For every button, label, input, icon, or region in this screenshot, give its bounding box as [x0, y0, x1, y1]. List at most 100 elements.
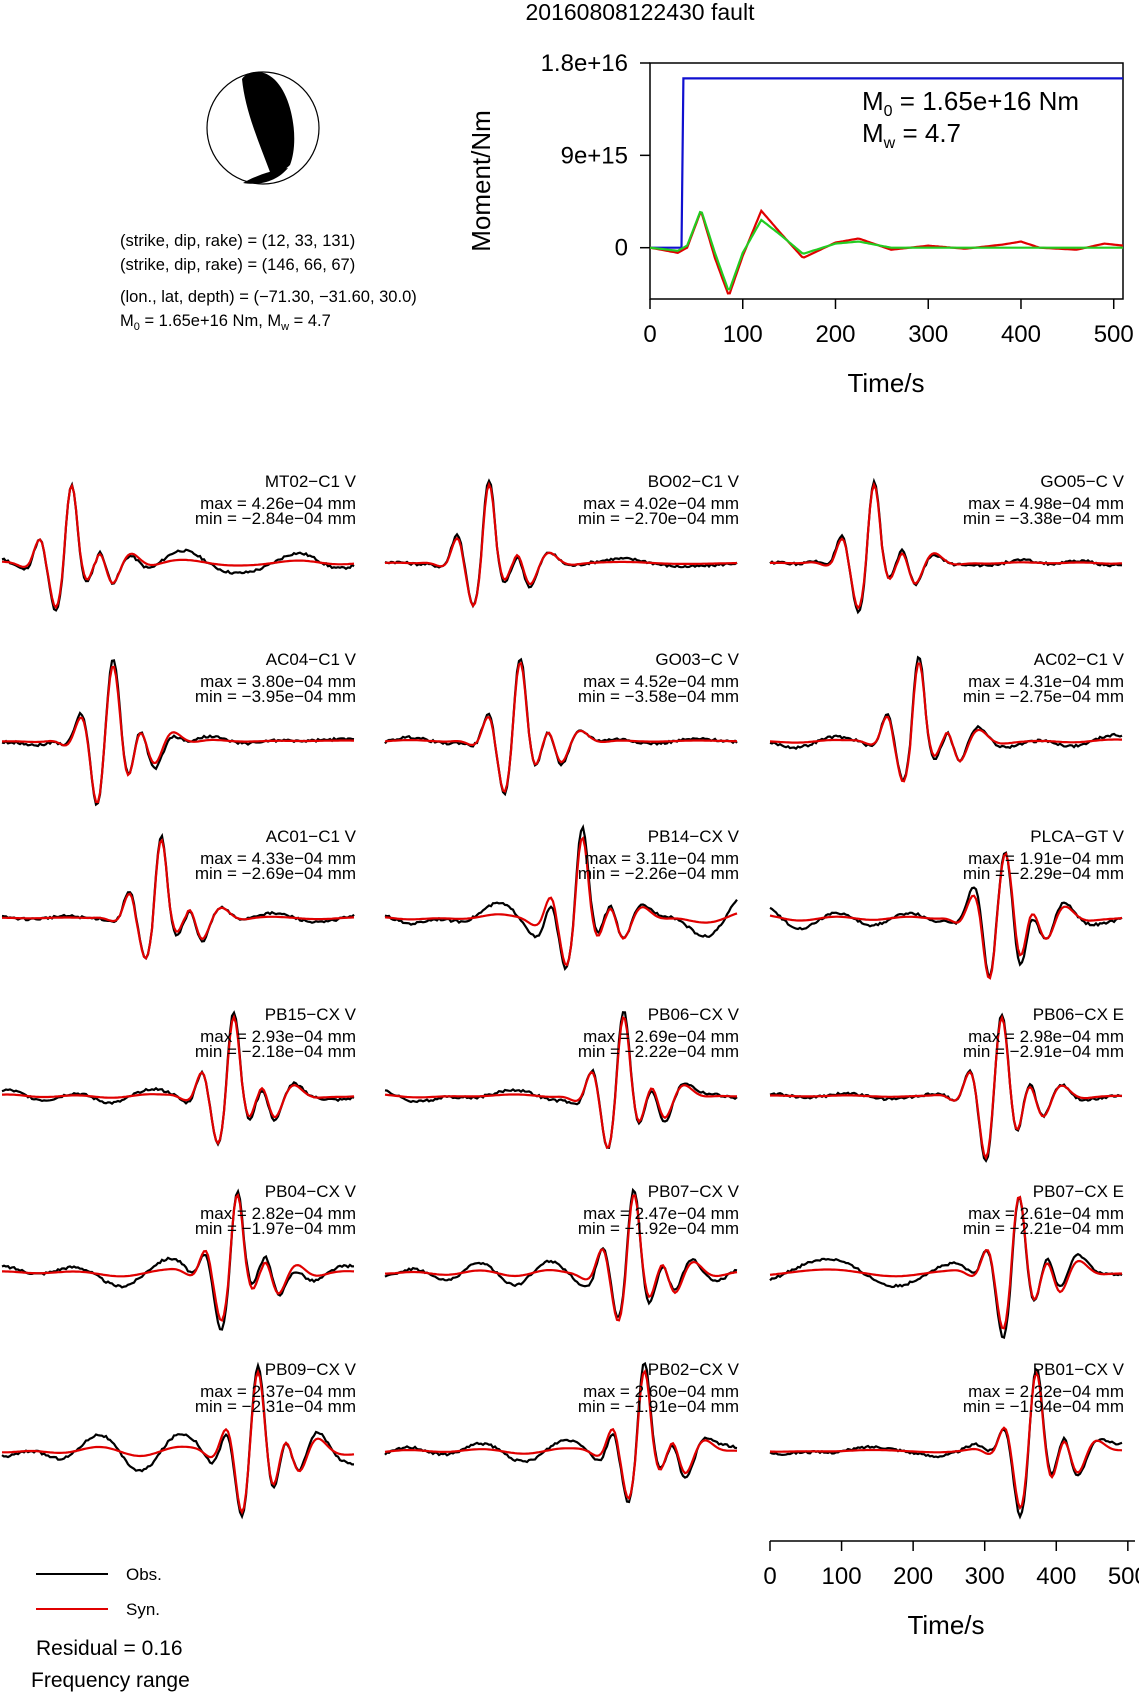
station-name: AC01−C1 V — [266, 827, 357, 846]
station-min: min = −1.91e−04 mm — [578, 1397, 739, 1416]
station-min: min = −3.38e−04 mm — [963, 509, 1124, 528]
moment-panel: 1.8e+16 9e+15 0 0 100 200 300 400 500 Moment/Nm… — [466, 50, 1134, 398]
moment-m0-sub: 0 — [884, 103, 893, 120]
station-min: min = −3.58e−04 mm — [578, 687, 739, 706]
synthetic-trace — [2, 665, 354, 804]
station-max: max = 2.69e−04 mm — [583, 1027, 739, 1046]
moment-m0-base: M — [862, 86, 884, 116]
synthetic-trace — [384, 1015, 737, 1150]
synthetic-trace — [384, 836, 738, 967]
synthetic-trace — [769, 852, 1123, 980]
station-name: GO03−C V — [655, 650, 739, 669]
synthetic-trace — [1, 482, 355, 610]
station-min: min = −2.18e−04 mm — [195, 1042, 356, 1061]
station-max: max = 2.98e−04 mm — [968, 1027, 1124, 1046]
station-min: min = −2.69e−04 mm — [195, 864, 356, 883]
figure-title: 20160808122430 fault — [526, 0, 756, 25]
station-name: GO05−C V — [1040, 472, 1124, 491]
station-min: min = −1.97e−04 mm — [195, 1219, 356, 1238]
mechanism-moment-sub: 0 — [134, 321, 140, 333]
waveform-time-ticks: 0 100 200 300 400 500 — [763, 1541, 1139, 1590]
station-min: min = −2.75e−04 mm — [963, 687, 1124, 706]
station-min: min = −2.29e−04 mm — [963, 864, 1124, 883]
frequency-range-label: Frequency range — [31, 1669, 190, 1692]
mechanism-plane2: (strike, dip, rake) = (146, 66, 67) — [120, 256, 355, 274]
station-min: min = −1.94e−04 mm — [963, 1397, 1124, 1416]
station-max: max = 2.82e−04 mm — [200, 1204, 356, 1223]
station-max: max = 2.60e−04 mm — [583, 1382, 739, 1401]
station-min: min = −2.31e−04 mm — [195, 1397, 356, 1416]
moment-m0-rest: = 1.65e+16 Nm — [893, 86, 1079, 116]
station-max: max = 1.91e−04 mm — [968, 849, 1124, 868]
moment-mw-base: M — [862, 118, 884, 148]
waveform-xtick-label: 0 — [763, 1563, 776, 1590]
mechanism-moment: M0 = 1.65e+16 Nm, Mw = 4.7 — [120, 312, 331, 333]
station-min: min = −1.92e−04 mm — [578, 1219, 739, 1238]
station-name: PLCA−GT V — [1030, 827, 1124, 846]
moment-mw-sub: w — [883, 135, 896, 152]
station-max: max = 4.52e−04 mm — [583, 672, 739, 691]
legend: Obs. Syn. — [36, 1565, 162, 1619]
beachball-compressional-quadrant — [242, 71, 295, 173]
mechanism-mw-sub: w — [280, 321, 289, 333]
moment-mw-annotation: Mw = 4.7 — [862, 118, 961, 152]
mechanism-plane1: (strike, dip, rake) = (12, 33, 131) — [120, 232, 355, 250]
station-max: max = 2.47e−04 mm — [583, 1204, 739, 1223]
station-max: max = 4.31e−04 mm — [968, 672, 1124, 691]
station-max: max = 2.93e−04 mm — [200, 1027, 356, 1046]
station-name: BO02−C1 V — [648, 472, 740, 491]
station-max: max = 3.80e−04 mm — [200, 672, 356, 691]
moment-xtick-label: 100 — [723, 321, 763, 348]
focal-mechanism-beachball — [206, 71, 320, 185]
station-name: PB04−CX V — [265, 1182, 357, 1201]
station-min: min = −2.26e−04 mm — [578, 864, 739, 883]
moment-y-axis: 1.8e+16 9e+15 0 — [541, 50, 650, 262]
synthetic-trace — [384, 1369, 738, 1500]
station-max: max = 4.02e−04 mm — [583, 494, 739, 513]
legend-syn-label: Syn. — [126, 1600, 160, 1619]
moment-rate-red-line — [649, 208, 1124, 295]
synthetic-trace — [769, 1195, 1123, 1330]
station-name: AC04−C1 V — [266, 650, 357, 669]
waveform-xlabel: Time/s — [907, 1610, 984, 1640]
observed-trace — [769, 1195, 1123, 1339]
moment-mw-rest: = 4.7 — [895, 118, 961, 148]
station-name: PB07−CX E — [1033, 1182, 1124, 1201]
synthetic-trace — [770, 1014, 1122, 1161]
moment-plot-frame — [649, 62, 1124, 300]
synthetic-trace — [769, 1370, 1123, 1511]
station-name: PB14−CX V — [648, 827, 740, 846]
waveform-time-axis: 0 100 200 300 400 500 Time/s — [763, 1540, 1139, 1640]
legend-obs-label: Obs. — [126, 1565, 162, 1584]
synthetic-trace — [770, 481, 1123, 610]
observed-trace — [769, 851, 1123, 980]
cumulative-moment-line — [650, 77, 1123, 249]
moment-x-axis: 0 100 200 300 400 500 — [643, 299, 1134, 348]
station-max: max = 4.98e−04 mm — [968, 494, 1124, 513]
station-min: min = −2.70e−04 mm — [578, 509, 739, 528]
moment-xtick-label: 300 — [908, 321, 948, 348]
waveform-xtick-label: 100 — [822, 1563, 862, 1590]
beachball-compressional-lower — [243, 168, 288, 184]
waveform-xtick-label: 200 — [893, 1563, 933, 1590]
synthetic-trace — [2, 1013, 355, 1146]
station-min: min = −3.95e−04 mm — [195, 687, 356, 706]
moment-xtick-label: 0 — [643, 321, 656, 348]
station-name: PB02−CX V — [648, 1360, 740, 1379]
synthetic-trace — [769, 662, 1122, 783]
moment-ytick-label: 0 — [615, 235, 628, 262]
station-min: min = −2.22e−04 mm — [578, 1042, 739, 1061]
